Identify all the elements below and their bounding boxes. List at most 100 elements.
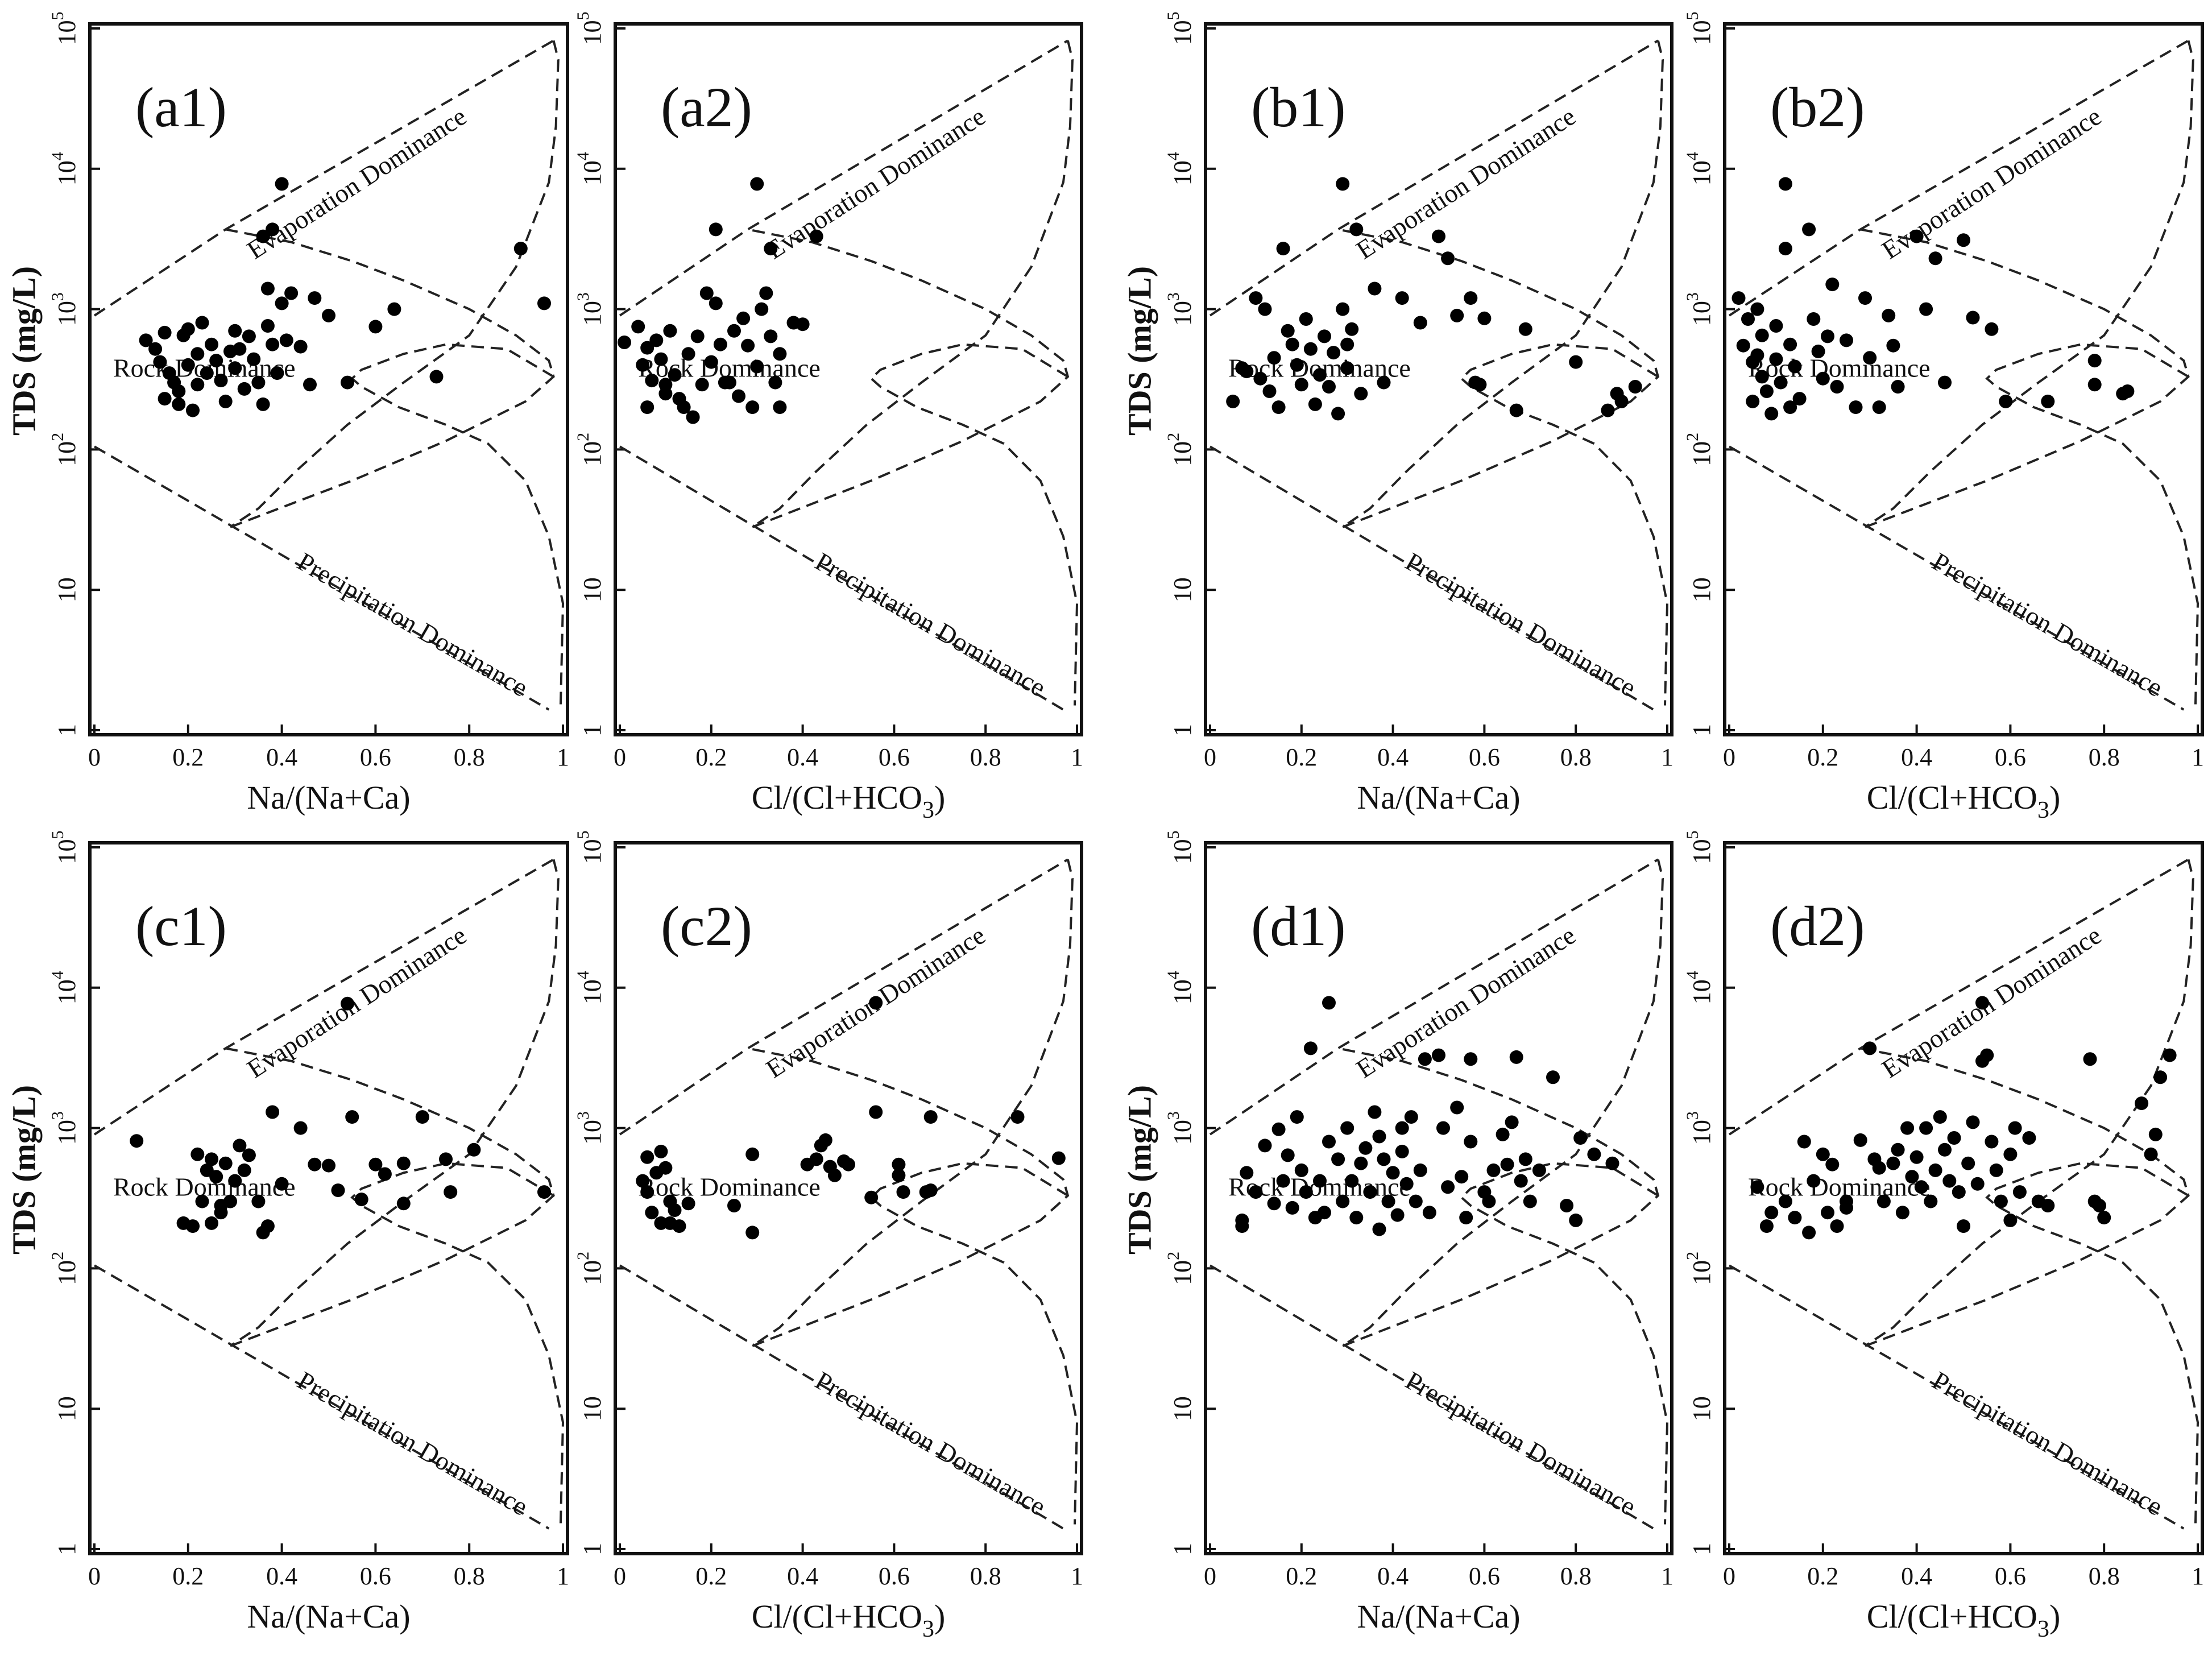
y-tick-label: 105 (48, 831, 81, 864)
y-tick-exponent: 4 (1164, 152, 1183, 160)
data-point (1267, 351, 1281, 365)
data-point (1816, 371, 1830, 386)
data-point (1919, 302, 1933, 316)
data-point (237, 382, 251, 396)
panel-d1: 1 10 102 103 104 105 0 0.2 0.4 0.6 0.8 1 Na/(Na+Ca) T… (1121, 831, 1674, 1635)
data-point (1262, 384, 1277, 398)
data-point (681, 1197, 695, 1211)
data-point (796, 317, 810, 332)
data-point (699, 286, 714, 300)
data-point (1872, 1161, 1886, 1175)
inner-loop-boundary (350, 1162, 565, 1525)
data-point (228, 1174, 242, 1188)
y-tick-label: 1 (53, 1543, 81, 1555)
data-point (1418, 1052, 1432, 1066)
data-point (1386, 1166, 1400, 1180)
data-point (341, 375, 354, 390)
data-point (186, 1219, 200, 1233)
data-point (1952, 1185, 1966, 1199)
data-point (1957, 233, 1970, 247)
y-tick-exponent: 4 (1683, 971, 1702, 979)
outer-boundary (1864, 859, 2194, 1347)
data-point (827, 1168, 842, 1182)
panel-frame (614, 22, 1083, 736)
x-tick-label: 0.8 (2089, 1562, 2120, 1590)
rock-boundary (1860, 1047, 2190, 1347)
y-tick-label: 105 (1164, 831, 1196, 864)
y-tick-exponent: 3 (1164, 1111, 1183, 1120)
evaporation-label: Evaporation Dominance (1351, 102, 1581, 265)
data-point (2008, 1121, 2022, 1135)
data-point (654, 1144, 668, 1158)
data-point (293, 1121, 308, 1135)
data-point (1849, 400, 1863, 415)
data-point (1308, 397, 1322, 411)
data-point (1281, 1148, 1295, 1162)
data-point (1345, 1174, 1359, 1188)
data-point (2144, 1147, 2158, 1161)
data-point (228, 361, 242, 375)
data-point (2022, 1131, 2036, 1145)
data-point (1900, 1121, 1915, 1135)
data-point (1759, 384, 1774, 398)
data-point (378, 1167, 392, 1181)
y-tick-label: 105 (1683, 831, 1716, 864)
outer-boundary (752, 859, 1074, 1347)
data-point (237, 1163, 251, 1177)
x-tick-label: 0.2 (695, 743, 727, 771)
y-tick-exponent: 5 (1164, 831, 1183, 839)
y-tick-label: 105 (1683, 12, 1716, 45)
data-point (1299, 1185, 1313, 1199)
data-point (190, 1147, 205, 1161)
y-tick-label: 104 (1683, 971, 1716, 1004)
data-point (1546, 1070, 1560, 1084)
panel-label: (d2) (1770, 895, 1865, 958)
data-point (439, 1152, 453, 1166)
data-point (1340, 361, 1354, 375)
data-point (1783, 337, 1797, 351)
x-tick-label: 0 (614, 743, 626, 771)
y-tick-label: 102 (574, 433, 606, 466)
y-tick-exponent: 3 (574, 292, 593, 301)
data-point (1957, 1219, 1970, 1233)
data-point (1455, 1170, 1469, 1184)
data-point (759, 286, 773, 300)
data-point (1811, 344, 1825, 358)
data-point (618, 336, 631, 349)
data-point (1240, 1166, 1254, 1180)
x-tick-label: 0 (1204, 743, 1216, 771)
data-point (1882, 308, 1896, 322)
data-point (275, 1177, 289, 1191)
panel-frame (88, 841, 569, 1555)
evaporation-label: Evaporation Dominance (242, 921, 471, 1084)
inner-loop-boundary (1985, 343, 2199, 706)
data-point (745, 400, 760, 415)
data-point (1372, 1222, 1386, 1236)
data-point (869, 1105, 883, 1119)
data-point (1788, 1211, 1802, 1225)
data-point (1441, 1180, 1455, 1194)
rock-boundary (225, 228, 555, 528)
data-point (750, 359, 764, 374)
outer-boundary (1342, 859, 1664, 1347)
data-point (923, 1110, 938, 1124)
data-point (736, 311, 751, 325)
data-point (308, 291, 322, 305)
data-point (1628, 380, 1642, 394)
data-point (1459, 1211, 1473, 1225)
data-point (260, 319, 275, 333)
data-point (1409, 1194, 1423, 1208)
data-point (1999, 394, 2013, 408)
data-point (892, 1168, 906, 1182)
data-point (1778, 242, 1792, 256)
data-point (764, 329, 778, 343)
y-tick-label: 105 (48, 12, 81, 45)
y-tick-exponent: 5 (48, 12, 67, 20)
data-point (1928, 251, 1942, 266)
rock-label: Rock Dominance (1748, 1172, 1931, 1201)
data-point (209, 354, 223, 368)
x-tick-label: 0 (1723, 1562, 1735, 1590)
data-point (345, 1110, 359, 1124)
data-point (1764, 1206, 1779, 1220)
data-point (864, 1190, 879, 1204)
